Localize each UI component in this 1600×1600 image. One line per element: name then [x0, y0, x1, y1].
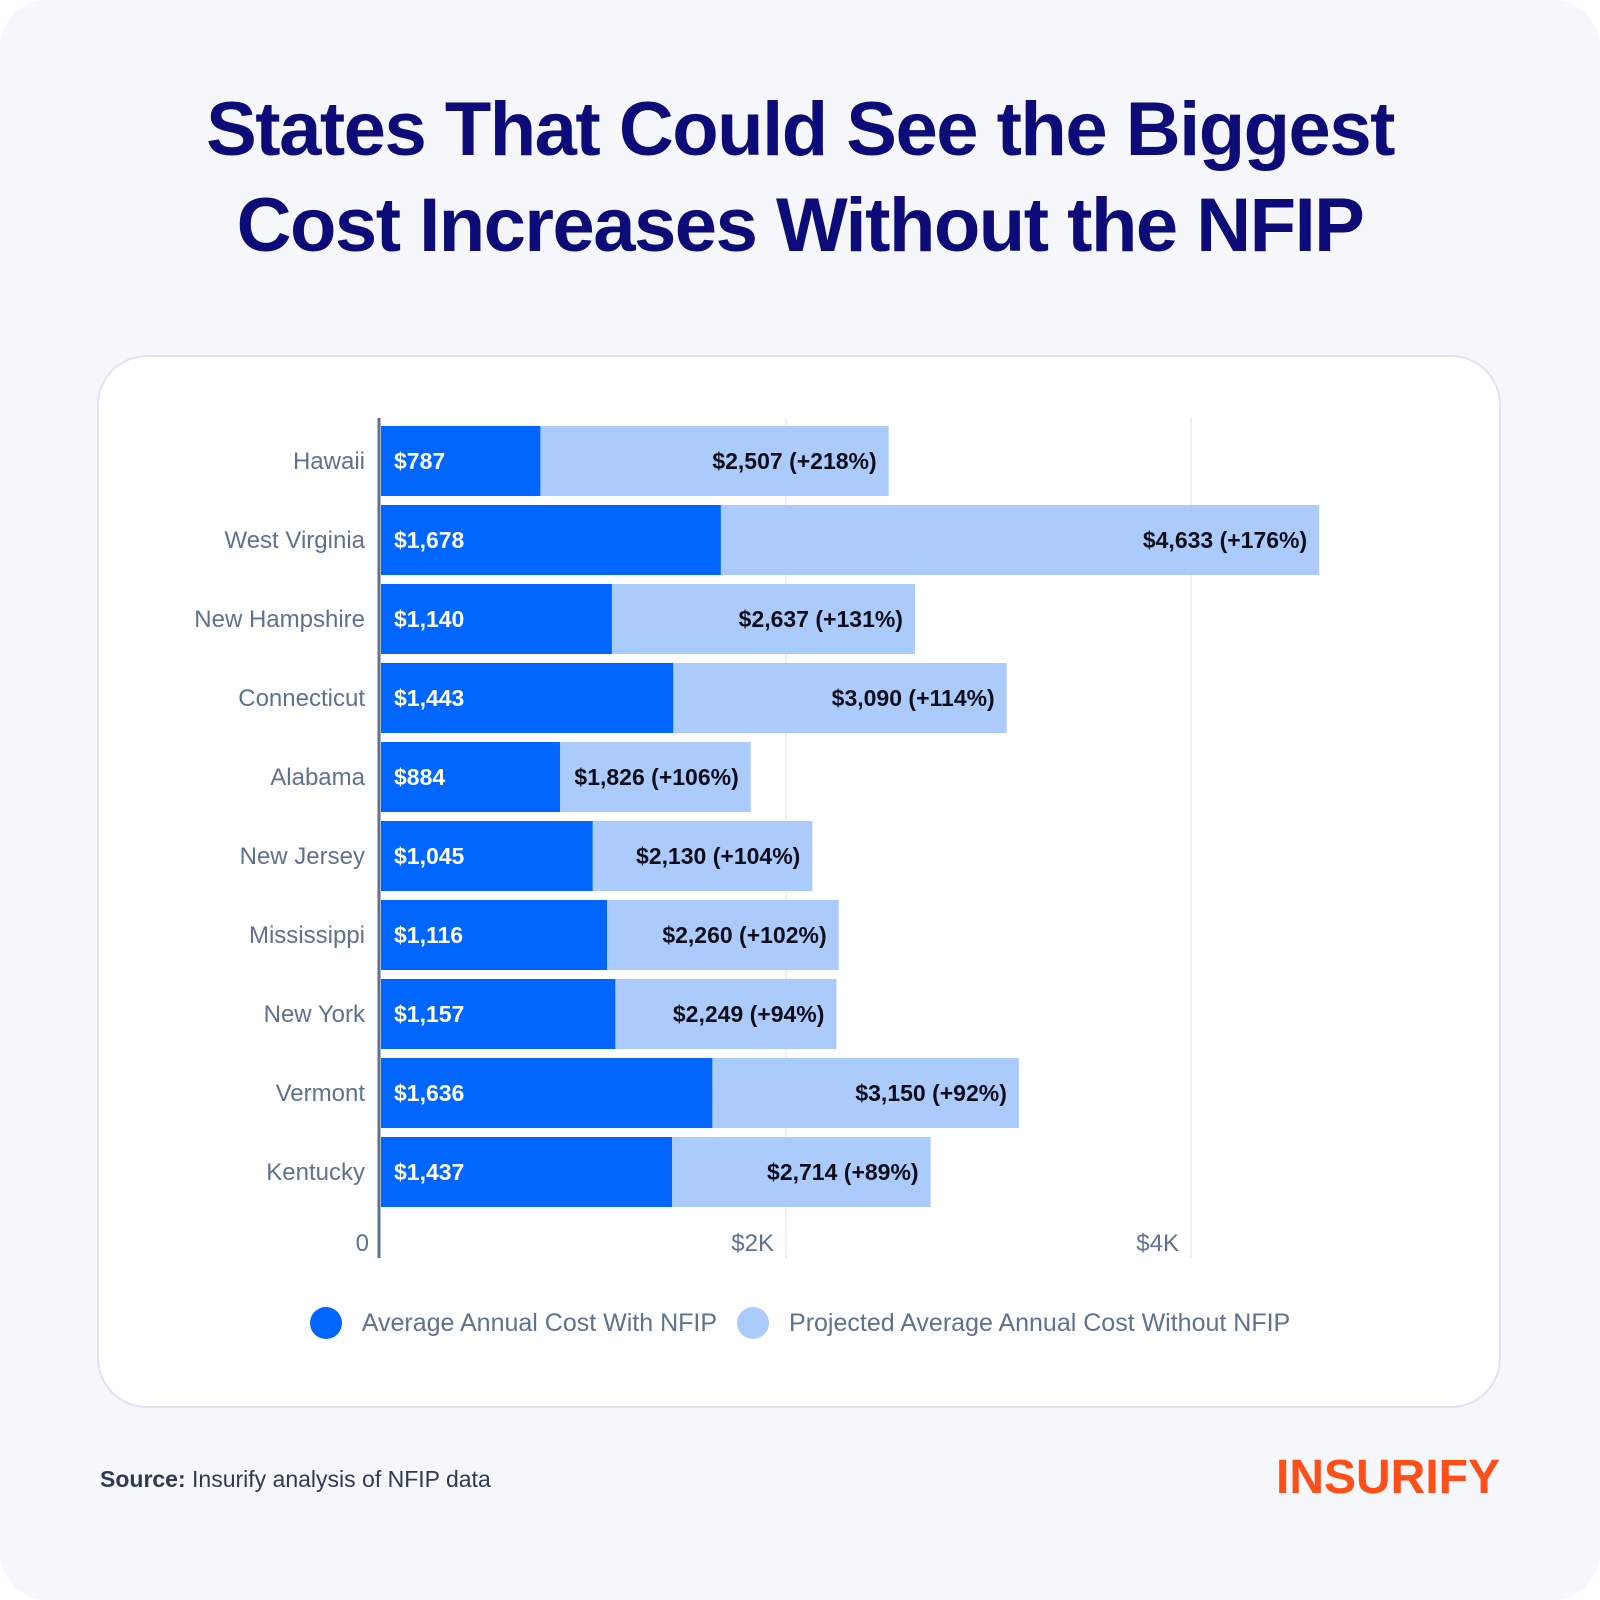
value-label-without-nfip: $2,249 (+94%): [673, 1001, 825, 1027]
value-label-without-nfip: $1,826 (+106%): [574, 764, 738, 790]
bar-with-nfip: [381, 900, 607, 970]
value-label-with-nfip: $1,443: [394, 685, 464, 711]
legend-label-with-nfip: Average Annual Cost With NFIP: [361, 1308, 718, 1337]
bar-with-nfip: [381, 1137, 672, 1207]
bar-with-nfip: [381, 742, 561, 812]
chart-title: States That Could See the Biggest Cost I…: [0, 82, 1600, 274]
legend: Average Annual Cost With NFIP Projected …: [0, 1307, 1600, 1339]
axis: 0 $2K $4K: [356, 418, 1179, 1258]
value-label-without-nfip: $3,090 (+114%): [832, 685, 995, 711]
legend-item-with-nfip: Average Annual Cost With NFIP: [309, 1307, 718, 1339]
x-tick-label: 0: [356, 1230, 369, 1257]
category-label: New Hampshire: [194, 606, 365, 633]
value-label-with-nfip: $884: [394, 764, 445, 790]
x-tick-label: $4K: [1136, 1230, 1179, 1257]
legend-swatch-with-nfip: [309, 1307, 342, 1339]
value-label-without-nfip: $2,260 (+102%): [662, 922, 826, 948]
category-label: Kentucky: [266, 1159, 365, 1186]
value-label-with-nfip: $787: [394, 448, 445, 474]
value-label-without-nfip: $2,130 (+104%): [636, 843, 800, 869]
value-label-with-nfip: $1,045: [394, 843, 465, 869]
category-label: New York: [264, 1001, 366, 1028]
value-label-with-nfip: $1,437: [394, 1159, 464, 1185]
source-note: Source: Insurify analysis of NFIP data: [100, 1466, 491, 1493]
value-label-without-nfip: $3,150 (+92%): [855, 1080, 1007, 1106]
legend-label-without-nfip: Projected Average Annual Cost Without NF…: [789, 1308, 1291, 1337]
value-label-with-nfip: $1,116: [394, 922, 463, 948]
value-label-without-nfip: $2,507 (+218%): [712, 448, 876, 474]
category-label: West Virginia: [224, 527, 365, 554]
legend-item-without-nfip: Projected Average Annual Cost Without NF…: [737, 1307, 1290, 1339]
category-label: Mississippi: [249, 922, 365, 949]
value-label-without-nfip: $2,637 (+131%): [739, 606, 903, 632]
bar-with-nfip: [381, 663, 674, 733]
bar-with-nfip: [381, 584, 612, 654]
legend-swatch-without-nfip: [737, 1307, 770, 1339]
title-line-1: States That Could See the Biggest: [206, 87, 1395, 172]
source-label: Source:: [100, 1466, 186, 1492]
category-label: New Jersey: [240, 843, 365, 870]
labels: Hawaii $787 $2,507 (+218%) West Virginia $1,…: [194, 448, 1307, 1186]
category-label: Vermont: [276, 1080, 366, 1107]
bar-with-nfip: [381, 426, 541, 496]
value-label-without-nfip: $4,633 (+176%): [1143, 527, 1307, 553]
x-tick-label: $2K: [731, 1230, 774, 1257]
value-label-with-nfip: $1,636: [394, 1080, 464, 1106]
source-text: Insurify analysis of NFIP data: [185, 1466, 491, 1492]
title-line-2: Cost Increases Without the NFIP: [236, 183, 1365, 268]
category-label: Hawaii: [293, 448, 365, 475]
value-label-with-nfip: $1,678: [394, 527, 465, 553]
category-label: Connecticut: [238, 685, 365, 712]
bar-with-nfip: [381, 505, 721, 575]
insurify-logo: INSURIFY: [1275, 1451, 1500, 1504]
bar-with-nfip: [381, 821, 593, 891]
value-label-with-nfip: $1,157: [394, 1001, 464, 1027]
category-label: Alabama: [270, 764, 365, 791]
bars: [381, 426, 1320, 1207]
value-label-with-nfip: $1,140: [394, 606, 464, 632]
bar-with-nfip: [381, 979, 616, 1049]
bar-with-nfip: [381, 1058, 713, 1128]
value-label-without-nfip: $2,714 (+89%): [767, 1159, 919, 1185]
